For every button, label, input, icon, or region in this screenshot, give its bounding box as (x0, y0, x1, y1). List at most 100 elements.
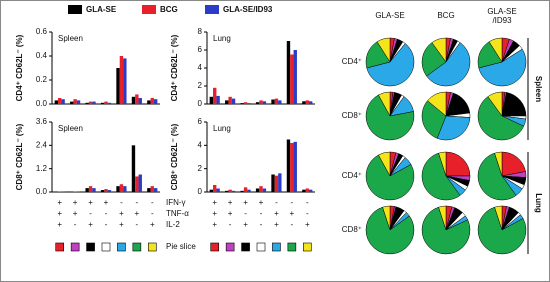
bar (259, 100, 263, 104)
y-tick-label: 0 (198, 187, 203, 196)
bar (135, 94, 139, 104)
pie-slice-key (225, 242, 235, 252)
combo-sign: + (212, 220, 217, 229)
pie-slice-key (101, 242, 111, 252)
bar (131, 145, 136, 192)
bar (73, 99, 77, 104)
panel-label: Lung (213, 34, 231, 43)
pie-slice (445, 151, 471, 177)
pie-slice (421, 206, 471, 255)
y-tick-label: 0.4 (36, 51, 48, 60)
combo-sign: + (305, 220, 310, 229)
bar (293, 50, 297, 104)
combo-sign: + (57, 209, 62, 218)
bar (147, 188, 151, 192)
legend-label: GLA-SE (86, 5, 117, 14)
legend-swatch (142, 5, 156, 14)
combo-sign: + (243, 220, 248, 229)
bar (104, 189, 108, 192)
bar (70, 101, 74, 104)
legend-label: BCG (160, 5, 178, 14)
bar (271, 99, 275, 104)
combo-sign: + (119, 220, 124, 229)
y-tick-label: 3.6 (36, 117, 48, 126)
bar (85, 102, 89, 104)
row-label: CD8⁺ (342, 225, 362, 234)
bar (92, 188, 96, 192)
pie-slice (487, 91, 503, 117)
y-tick-label: 2 (198, 81, 203, 90)
pie-slice-key (241, 242, 250, 252)
y-tick-label: 0.0 (36, 187, 48, 196)
y-tick-label: 4 (198, 63, 203, 72)
y-tick-label: 0.2 (36, 75, 48, 84)
pie-slice (494, 205, 503, 231)
bar (216, 95, 220, 104)
pie-slice-label: Pie slice (166, 242, 196, 251)
bar (259, 186, 263, 192)
pie-slice (365, 94, 415, 141)
legend-swatch (68, 5, 82, 14)
combo-sign: - (120, 198, 123, 207)
pie-slice (477, 96, 525, 141)
bar (240, 103, 244, 104)
bar (290, 143, 294, 192)
combo-sign: - (151, 198, 154, 207)
pie-slice (365, 154, 415, 201)
y-axis-label: CD8⁺ CD62L⁻ (%) (170, 123, 179, 190)
pie-slice (365, 206, 415, 255)
bar (308, 101, 313, 104)
y-axis-label: CD4⁺ CD62L⁻ (%) (15, 34, 24, 101)
pie-slice (421, 42, 447, 77)
combo-sign: + (290, 209, 295, 218)
pie-slice (382, 205, 391, 231)
pie-slice (421, 100, 447, 139)
combo-sign: + (73, 198, 78, 207)
bar (290, 54, 294, 104)
combo-row-label: IFN-γ (166, 198, 186, 207)
pie-slice (431, 37, 447, 63)
group-label: Lung (534, 193, 543, 213)
bar (135, 176, 139, 192)
legend-swatch (205, 5, 219, 14)
row-label: CD4⁺ (342, 57, 362, 66)
combo-row-label: TNF-α (166, 209, 189, 218)
pie-slice (421, 152, 461, 201)
bar (286, 41, 291, 104)
combo-sign: - (260, 220, 263, 229)
pie-slice-key (287, 242, 297, 252)
pie-slice (438, 205, 447, 231)
pie-slice-key (86, 242, 95, 252)
bar (61, 191, 65, 192)
combo-sign: - (306, 198, 309, 207)
pie-slice (488, 37, 503, 63)
bar (88, 101, 93, 104)
pie-slice (378, 91, 391, 117)
bar (262, 101, 267, 104)
bar (116, 186, 120, 192)
combo-sign: - (244, 209, 247, 218)
bar (243, 102, 248, 104)
y-tick-label: 0.0 (36, 99, 48, 108)
combo-sign: - (151, 209, 154, 218)
bar (209, 189, 214, 192)
bar (147, 100, 151, 104)
bar (119, 56, 124, 104)
y-tick-label: 2.4 (36, 140, 48, 149)
y-tick-label: 0.6 (36, 27, 48, 36)
bar (243, 187, 248, 192)
pie-slice-key (256, 242, 266, 252)
bar (58, 98, 62, 104)
combo-sign: - (275, 198, 278, 207)
bar (107, 190, 112, 192)
pie-slice (477, 206, 527, 255)
combo-sign: + (259, 198, 264, 207)
pie-slice-key (117, 242, 126, 252)
bar (302, 101, 306, 104)
group-label: Spleen (534, 76, 543, 102)
pie-slice (436, 115, 471, 141)
pie-slice-key (55, 242, 65, 252)
combo-sign: - (136, 220, 139, 229)
y-tick-label: 2 (198, 164, 203, 173)
bar (88, 186, 93, 192)
